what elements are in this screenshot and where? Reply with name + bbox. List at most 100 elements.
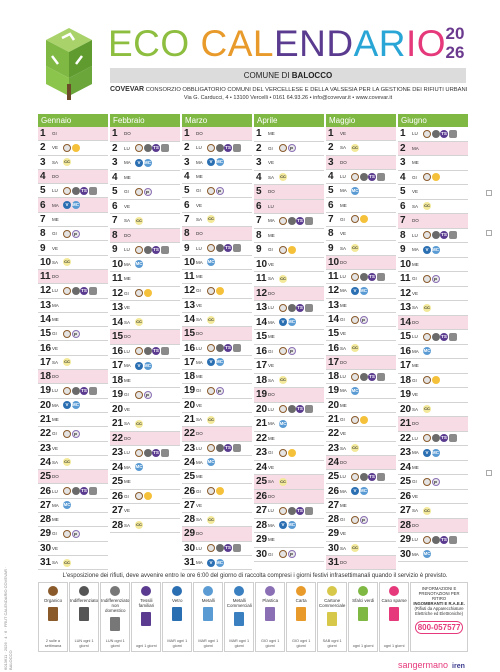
day-row: 26 MA V MC bbox=[326, 484, 396, 499]
day-row: 3 DO bbox=[326, 155, 396, 170]
sponsor-partner: iren bbox=[452, 663, 465, 670]
day-row: 29 ME bbox=[254, 533, 324, 548]
waste-v-icon: V bbox=[63, 201, 71, 210]
day-weekday: MA bbox=[412, 145, 419, 151]
day-weekday: MA bbox=[52, 402, 59, 408]
day-weekday: DO bbox=[340, 159, 347, 165]
day-weekday: VE bbox=[412, 290, 419, 296]
day-row: 11 ME bbox=[182, 270, 252, 285]
waste-o-icon bbox=[423, 231, 431, 240]
waste-c-icon bbox=[431, 173, 440, 182]
collection-badges: MC bbox=[207, 458, 215, 467]
collection-badges: V MC bbox=[207, 158, 224, 167]
day-weekday: LU bbox=[340, 274, 346, 280]
collection-badges: MC bbox=[135, 463, 143, 472]
day-weekday: VE bbox=[124, 508, 131, 514]
waste-m-icon: MC bbox=[143, 361, 152, 370]
waste-cc-icon: CC bbox=[351, 143, 359, 152]
waste-m-icon: MC bbox=[135, 463, 143, 472]
day-number: 3 bbox=[328, 156, 334, 168]
day-row: 8 VE bbox=[326, 227, 396, 242]
day-weekday: VE bbox=[412, 189, 419, 195]
collection-badges: MC bbox=[423, 550, 431, 559]
day-number: 29 bbox=[184, 528, 196, 540]
day-row: 17 SA CC bbox=[38, 356, 108, 371]
waste-i-icon bbox=[71, 186, 80, 195]
day-weekday: MA bbox=[124, 363, 131, 369]
day-row: 3 SA CC bbox=[38, 156, 108, 170]
side-print-text: 6013611 · 2026 · 4 · 6 · FRUT CALENDARIO… bbox=[3, 566, 13, 670]
day-row: 20 MA V MC bbox=[38, 399, 108, 413]
waste-t-icon: TS bbox=[296, 303, 304, 312]
day-number: 7 bbox=[400, 215, 406, 227]
day-number: 29 bbox=[40, 528, 52, 540]
day-number: 13 bbox=[400, 302, 412, 314]
day-weekday: LU bbox=[124, 348, 130, 354]
day-number: 15 bbox=[400, 331, 412, 343]
phone-number[interactable]: 800-057577 bbox=[415, 621, 464, 634]
waste-o-icon bbox=[279, 506, 287, 515]
collection-badges: MC bbox=[135, 260, 143, 269]
waste-p-icon: P bbox=[287, 550, 296, 559]
day-weekday: VE bbox=[52, 245, 59, 251]
waste-o-icon bbox=[207, 286, 215, 295]
legend-type-icon bbox=[79, 586, 90, 596]
waste-i-icon bbox=[431, 434, 440, 443]
legend-detail: MAR ogni 1 giorni bbox=[167, 639, 188, 648]
day-number: 4 bbox=[40, 171, 46, 183]
day-weekday: SA bbox=[196, 317, 203, 322]
collection-badges: CC bbox=[63, 158, 71, 167]
day-number: 24 bbox=[400, 461, 412, 473]
day-number: 4 bbox=[184, 171, 190, 183]
day-number: 11 bbox=[112, 273, 123, 285]
collection-badges bbox=[279, 245, 296, 254]
day-weekday: LU bbox=[52, 288, 58, 294]
day-weekday: MA bbox=[196, 459, 203, 465]
day-weekday: VE bbox=[196, 502, 203, 508]
day-row: 31 SA CC bbox=[38, 556, 108, 571]
waste-cc-icon: CC bbox=[351, 344, 359, 353]
waste-o-icon bbox=[351, 215, 359, 224]
day-row: 25 GI P bbox=[398, 475, 468, 490]
day-row: 6 SA CC bbox=[398, 200, 468, 214]
collection-badges: TS bbox=[423, 535, 457, 544]
day-number: 1 bbox=[328, 128, 334, 140]
waste-cc-icon: CC bbox=[423, 405, 431, 414]
collection-badges: V MC bbox=[135, 361, 152, 370]
day-row: 11 LU TS bbox=[326, 270, 396, 285]
day-number: 14 bbox=[400, 316, 412, 328]
day-weekday: LU bbox=[52, 188, 58, 194]
day-weekday: ME bbox=[196, 174, 203, 180]
waste-t-icon: TS bbox=[368, 372, 376, 381]
collection-badges: CC bbox=[207, 515, 215, 524]
collection-badges: TS bbox=[351, 472, 385, 481]
collection-badges: CC bbox=[135, 318, 143, 327]
day-weekday: SA bbox=[340, 145, 347, 151]
day-number: 27 bbox=[328, 499, 340, 511]
day-number: 2 bbox=[400, 142, 406, 154]
day-number: 16 bbox=[112, 345, 124, 357]
day-row: 26 DO bbox=[254, 489, 324, 504]
day-weekday: SA bbox=[52, 359, 59, 365]
year-top: 20 bbox=[445, 24, 465, 43]
day-number: 28 bbox=[112, 519, 124, 531]
waste-m-icon: MC bbox=[207, 458, 215, 467]
waste-o-icon bbox=[279, 245, 287, 254]
waste-i-icon bbox=[287, 405, 296, 414]
day-number: 17 bbox=[184, 356, 196, 368]
day-number: 26 bbox=[328, 485, 340, 497]
waste-t-icon: TS bbox=[152, 448, 160, 457]
day-number: 5 bbox=[400, 186, 406, 198]
waste-c-icon bbox=[287, 448, 296, 457]
collection-badges: MC bbox=[351, 186, 359, 195]
day-number: 21 bbox=[400, 418, 412, 430]
day-weekday: DO bbox=[196, 231, 203, 237]
day-row: 10 MA MC bbox=[110, 258, 180, 272]
waste-cc-icon: CC bbox=[423, 506, 431, 515]
day-number: 30 bbox=[328, 542, 340, 554]
day-number: 20 bbox=[400, 403, 412, 415]
collection-badges: CC bbox=[207, 415, 215, 424]
day-number: 25 bbox=[184, 471, 196, 483]
waste-t-icon: TS bbox=[80, 286, 88, 295]
day-weekday: ME bbox=[124, 174, 131, 180]
